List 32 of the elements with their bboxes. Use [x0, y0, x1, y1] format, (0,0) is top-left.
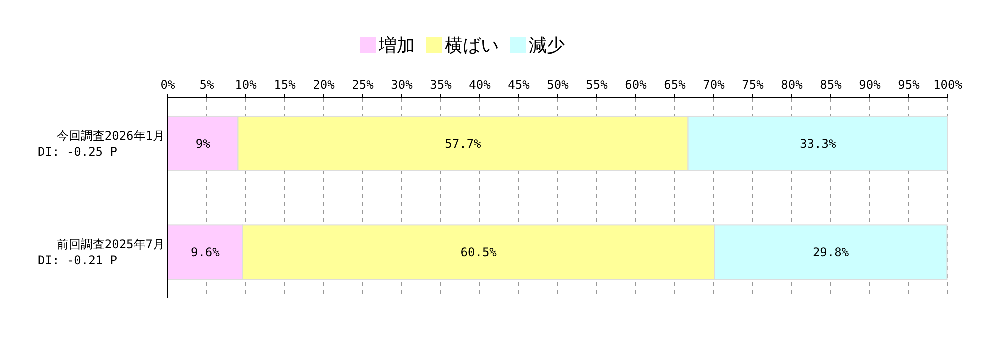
x-tick-label: 25% — [352, 78, 375, 92]
x-tick-label: 5% — [200, 78, 215, 92]
legend-label: 横ばい — [445, 35, 499, 56]
x-tick-label: 65% — [664, 78, 687, 92]
x-tick-label: 85% — [820, 78, 843, 92]
x-tick-label: 45% — [508, 78, 531, 92]
data-label: 29.8% — [812, 246, 850, 260]
data-label: 60.5% — [460, 246, 498, 260]
legend-label: 増加 — [378, 35, 415, 56]
x-tick-label: 70% — [703, 78, 726, 92]
x-tick-label: 50% — [547, 78, 570, 92]
x-tick-label: 90% — [859, 78, 882, 92]
x-tick-label: 20% — [313, 78, 336, 92]
data-label: 9.6% — [190, 246, 221, 260]
x-tick-label: 80% — [781, 78, 804, 92]
x-tick-label: 40% — [469, 78, 492, 92]
y-tick-label: 前回調査2025年7月 DI: -0.21 P — [38, 238, 165, 268]
x-tick-label: 60% — [625, 78, 648, 92]
data-label: 33.3% — [800, 136, 837, 151]
x-tick-label: 30% — [391, 78, 414, 92]
x-tick-label: 75% — [742, 78, 765, 92]
x-tick-label: 95% — [898, 78, 921, 92]
x-tick-label: 0% — [160, 78, 176, 92]
data-label: 9% — [196, 136, 212, 151]
x-tick-label: 15% — [274, 78, 297, 92]
x-tick-label: 100% — [934, 78, 964, 92]
y-tick-label: 今回調査2026年1月 DI: -0.25 P — [38, 128, 165, 159]
x-tick-label: 55% — [586, 78, 609, 92]
data-label: 57.7% — [445, 136, 482, 151]
x-tick-label: 35% — [430, 78, 453, 92]
x-tick-label: 10% — [235, 78, 258, 92]
legend-label: 減少 — [529, 35, 565, 56]
